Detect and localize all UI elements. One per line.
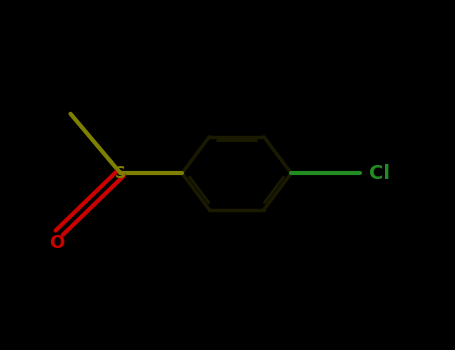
- Text: Cl: Cl: [369, 164, 390, 183]
- Text: S: S: [115, 166, 126, 181]
- Text: O: O: [49, 234, 65, 252]
